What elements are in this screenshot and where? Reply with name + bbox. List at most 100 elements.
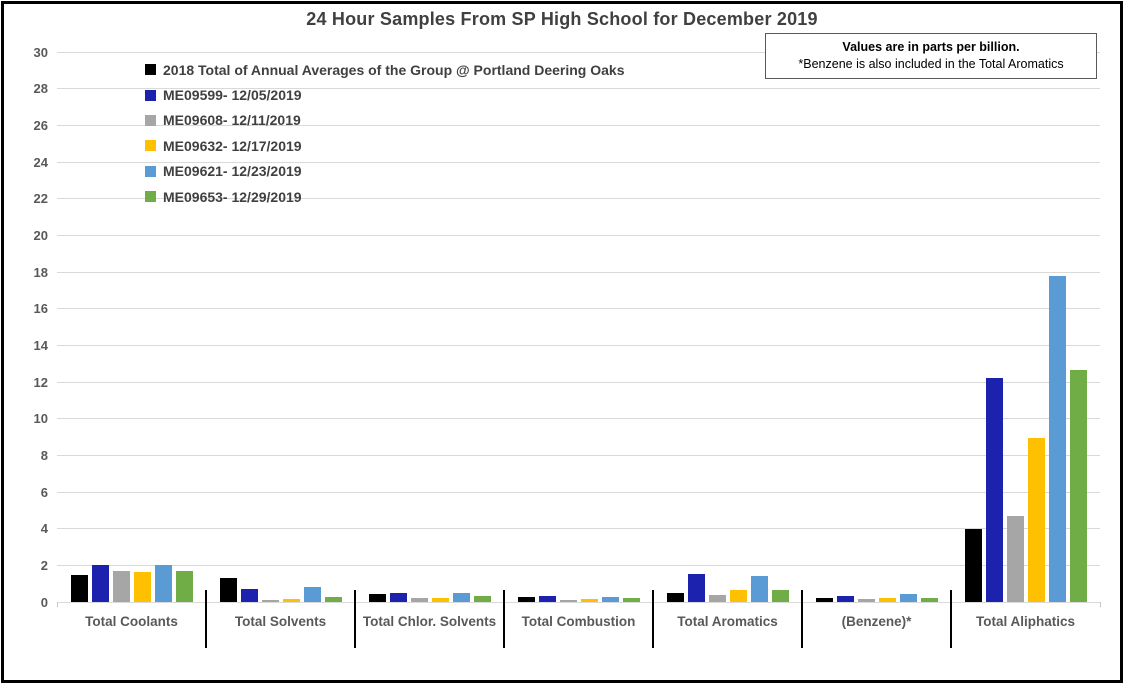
axis-end-tick-left	[57, 602, 58, 607]
gridline-y-14	[57, 344, 1100, 346]
gridline-y-28	[57, 88, 1100, 90]
legend-swatch-icon	[145, 89, 156, 101]
bar-series-5-cat-2	[303, 587, 321, 602]
y-tick-label-8: 8	[40, 447, 48, 463]
gridline-y-2	[57, 564, 1100, 566]
category-label-4: Total Combustion	[521, 614, 636, 629]
gridline-y-6	[57, 491, 1100, 493]
legend-item-4: ME09632- 12/17/2019	[145, 133, 624, 158]
bar-series-3-cat-4	[559, 600, 577, 602]
legend-item-1: 2018 Total of Annual Averages of the Gro…	[145, 57, 624, 82]
chart-legend: 2018 Total of Annual Averages of the Gro…	[145, 57, 624, 209]
bar-series-3-cat-1	[112, 570, 130, 602]
y-tick-label-0: 0	[40, 594, 48, 610]
bar-series-6-cat-5	[771, 590, 789, 602]
y-tick-label-14: 14	[33, 337, 48, 353]
y-tick-label-10: 10	[33, 411, 48, 427]
bar-series-6-cat-1	[175, 570, 193, 602]
bar-series-4-cat-4	[580, 599, 598, 602]
legend-item-5: ME09621- 12/23/2019	[145, 159, 624, 184]
note-line-1: Values are in parts per billion.	[842, 40, 1020, 54]
category-separator-3	[503, 590, 505, 648]
bar-series-4-cat-3	[431, 598, 449, 602]
bar-series-6-cat-6	[920, 598, 938, 602]
bar-series-2-cat-7	[985, 378, 1003, 602]
legend-item-2: ME09599- 12/05/2019	[145, 82, 624, 107]
bar-group-5	[653, 573, 802, 602]
gridline-y-18	[57, 271, 1100, 273]
y-tick-label-2: 2	[40, 557, 48, 573]
y-tick-label-12: 12	[33, 374, 48, 390]
y-tick-label-18: 18	[33, 264, 48, 280]
y-tick-label-24: 24	[33, 154, 48, 170]
y-tick-label-4: 4	[40, 521, 48, 537]
category-separator-2	[354, 590, 356, 648]
category-separator-6	[950, 590, 952, 648]
y-tick-label-28: 28	[33, 81, 48, 97]
bar-series-6-cat-4	[622, 598, 640, 602]
gridline-y-30	[57, 51, 1100, 53]
bar-series-5-cat-5	[750, 576, 768, 602]
bar-series-5-cat-1	[154, 565, 172, 602]
legend-swatch-icon	[145, 64, 156, 76]
category-separator-1	[205, 590, 207, 648]
bar-group-2	[206, 578, 355, 602]
bar-series-6-cat-3	[473, 595, 491, 602]
bar-series-4-cat-7	[1027, 437, 1045, 602]
legend-swatch-icon	[145, 165, 156, 177]
bar-series-2-cat-1	[91, 565, 109, 602]
bar-series-2-cat-3	[389, 592, 407, 602]
legend-label: ME09599- 12/05/2019	[163, 87, 302, 104]
legend-label: 2018 Total of Annual Averages of the Gro…	[163, 61, 625, 78]
gridline-y-16	[57, 308, 1100, 310]
bar-series-4-cat-1	[133, 571, 151, 602]
bar-series-1-cat-5	[666, 592, 684, 602]
bar-series-3-cat-6	[857, 599, 875, 602]
y-tick-label-6: 6	[40, 484, 48, 500]
legend-item-3: ME09608- 12/11/2019	[145, 108, 624, 133]
category-label-5: Total Aromatics	[677, 614, 778, 629]
category-label-3: Total Chlor. Solvents	[362, 614, 497, 629]
bar-group-1	[57, 565, 206, 602]
bar-series-3-cat-3	[410, 598, 428, 602]
bar-series-5-cat-3	[452, 592, 470, 602]
legend-label: ME09608- 12/11/2019	[163, 112, 301, 129]
bar-series-2-cat-6	[836, 595, 854, 602]
gridline-y-20	[57, 234, 1100, 236]
category-label-1: Total Coolants	[85, 614, 178, 629]
bar-series-1-cat-3	[368, 593, 386, 602]
gridline-y-12	[57, 381, 1100, 383]
bar-series-3-cat-7	[1006, 515, 1024, 602]
bar-series-4-cat-5	[729, 590, 747, 602]
bar-series-6-cat-7	[1069, 370, 1087, 602]
y-tick-label-30: 30	[33, 44, 48, 60]
category-separator-4	[652, 590, 654, 648]
bar-group-6	[802, 593, 951, 602]
bar-series-3-cat-2	[261, 600, 279, 602]
gridline-y-24	[57, 161, 1100, 163]
gridline-y-22	[57, 198, 1100, 200]
bar-series-1-cat-6	[815, 598, 833, 602]
bar-series-3-cat-5	[708, 594, 726, 602]
note-line-2: *Benzene is also included in the Total A…	[798, 57, 1064, 71]
gridline-y-26	[57, 124, 1100, 126]
category-label-7: Total Aliphatics	[975, 614, 1075, 629]
chart-title: 24 Hour Samples From SP High School for …	[306, 9, 818, 29]
bar-series-1-cat-2	[219, 578, 237, 602]
legend-label: ME09621- 12/23/2019	[163, 163, 302, 180]
bar-group-4	[504, 595, 653, 602]
legend-swatch-icon	[145, 140, 156, 152]
bar-series-2-cat-5	[687, 573, 705, 602]
gridline-y-10	[57, 418, 1100, 420]
bar-series-5-cat-7	[1048, 275, 1066, 602]
bar-series-5-cat-6	[899, 593, 917, 602]
bar-series-6-cat-2	[324, 597, 342, 602]
bar-group-7	[951, 275, 1100, 602]
bar-series-4-cat-2	[282, 599, 300, 602]
y-tick-label-22: 22	[33, 191, 48, 207]
bar-series-4-cat-6	[878, 598, 896, 602]
bar-series-2-cat-4	[538, 595, 556, 602]
bar-series-5-cat-4	[601, 596, 619, 602]
gridline-y-8	[57, 454, 1100, 456]
